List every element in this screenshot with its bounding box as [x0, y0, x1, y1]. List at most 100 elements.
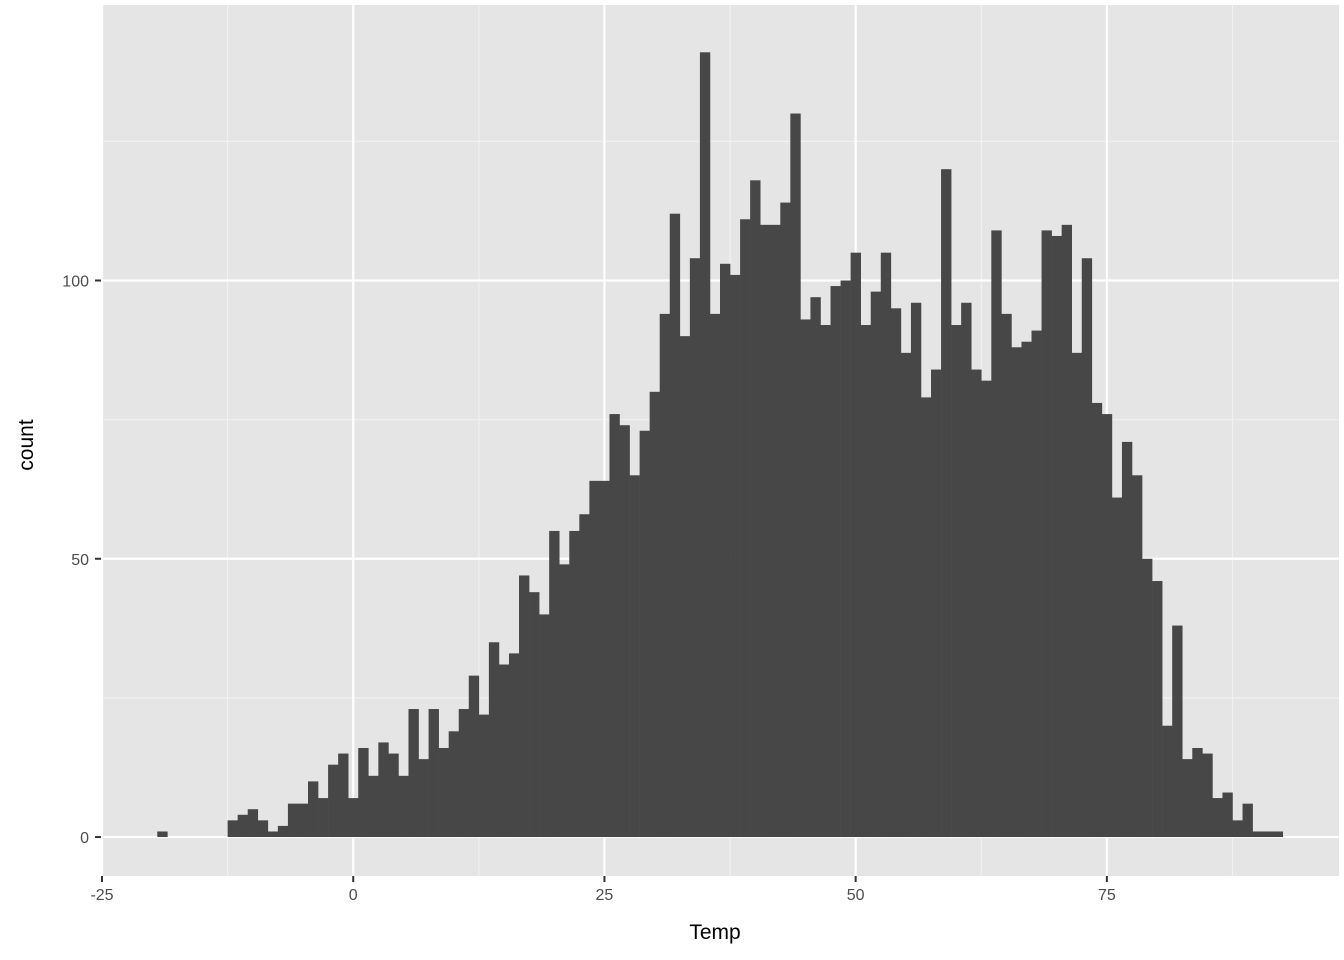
- histogram-bar: [287, 803, 299, 838]
- y-axis-title: count: [15, 419, 38, 471]
- histogram-bar: [1061, 224, 1073, 838]
- histogram-bar: [559, 564, 570, 838]
- histogram-bar: [257, 820, 269, 838]
- histogram-bar: [498, 664, 510, 838]
- histogram-bar: [961, 302, 972, 838]
- x-tick-label: 50: [847, 887, 865, 904]
- histogram-bar: [639, 430, 650, 838]
- histogram-bar: [730, 274, 741, 838]
- histogram-bar: [910, 302, 922, 838]
- histogram-bar: [790, 113, 801, 838]
- histogram-bar: [780, 202, 791, 838]
- histogram-bar: [1131, 475, 1143, 838]
- histogram-bar: [478, 714, 490, 838]
- histogram-bar: [629, 475, 640, 838]
- histogram-bar: [941, 169, 952, 838]
- histogram-bar: [1152, 581, 1163, 838]
- histogram-bar: [1212, 798, 1223, 838]
- histogram-bar: [599, 480, 610, 838]
- histogram-bar: [388, 753, 399, 838]
- histogram-bar: [318, 798, 329, 838]
- histogram-bar: [569, 530, 580, 838]
- histogram-bar: [267, 831, 279, 838]
- histogram-bar: [750, 180, 761, 838]
- histogram-bar: [1232, 820, 1243, 838]
- histogram-bar: [1031, 330, 1042, 838]
- histogram-bar: [920, 397, 932, 838]
- histogram-bar: [1172, 625, 1183, 838]
- histogram-bar: [529, 592, 540, 838]
- histogram-bar: [760, 224, 771, 838]
- histogram-bar: [348, 798, 359, 838]
- histogram-bar: [1041, 230, 1052, 838]
- histogram-bar: [619, 425, 630, 838]
- histogram-bar: [810, 297, 821, 838]
- histogram-bar: [1071, 352, 1083, 838]
- histogram-bar: [649, 391, 661, 838]
- x-tick-label: 75: [1098, 887, 1116, 904]
- x-tick-label: 0: [349, 887, 358, 904]
- histogram-bar: [428, 709, 439, 838]
- histogram-bar: [328, 764, 339, 838]
- histogram-bar: [539, 614, 550, 838]
- histogram-bar: [297, 803, 309, 838]
- histogram-bar: [800, 319, 811, 838]
- x-tick-label: -25: [90, 887, 113, 904]
- histogram-bar: [1242, 803, 1253, 838]
- histogram-bar: [900, 352, 912, 838]
- x-tick-label: 25: [596, 887, 614, 904]
- histogram-bar: [820, 325, 831, 838]
- histogram-bar: [830, 286, 841, 838]
- histogram-bar: [870, 291, 882, 838]
- y-tick-label: 100: [62, 273, 89, 290]
- y-tick-label: 50: [71, 552, 89, 569]
- histogram-bar: [277, 825, 289, 838]
- histogram-bar: [1021, 341, 1032, 838]
- histogram-bar: [358, 747, 369, 838]
- histogram-bar: [589, 480, 600, 838]
- histogram-bar: [368, 775, 379, 838]
- histogram-bar: [418, 759, 429, 838]
- histogram-bar: [408, 709, 419, 838]
- histogram-bar: [1001, 313, 1012, 838]
- histogram-bar: [398, 775, 409, 838]
- histogram-bar: [720, 263, 731, 838]
- histogram-bar: [378, 742, 389, 838]
- histogram-bar: [659, 313, 671, 838]
- histogram-bar: [1202, 753, 1213, 838]
- histogram-bar: [609, 414, 620, 838]
- histogram-bar: [1222, 792, 1233, 838]
- histogram-bar: [227, 820, 238, 838]
- histogram-bar: [991, 230, 1002, 838]
- histogram-bar: [1272, 831, 1284, 838]
- histogram-bar: [709, 313, 721, 838]
- histogram-bar: [1252, 831, 1263, 838]
- histogram-bar: [860, 325, 872, 838]
- axes: -25 0 25 50 75 0 50 100: [62, 273, 1116, 904]
- histogram-bar: [699, 52, 711, 838]
- histogram-bar: [740, 219, 751, 838]
- histogram-bar: [1101, 414, 1113, 838]
- histogram-bar: [890, 308, 902, 838]
- histogram-bar: [448, 731, 460, 838]
- histogram-bar: [1111, 497, 1123, 838]
- histogram-bar: [157, 831, 168, 838]
- histogram-bar: [579, 514, 590, 838]
- histogram-bar: [1142, 558, 1153, 838]
- x-axis-title: Temp: [689, 921, 740, 944]
- histogram-bar: [508, 653, 520, 838]
- histogram-bar: [669, 213, 681, 838]
- histogram-bar: [1081, 258, 1093, 838]
- histogram-bar: [1091, 402, 1103, 838]
- histogram-bar: [981, 380, 992, 838]
- histogram-bar: [308, 781, 319, 838]
- histogram-bar: [770, 224, 781, 838]
- histogram-bar: [519, 575, 530, 838]
- histogram-bar: [549, 530, 560, 838]
- histogram-bar: [971, 369, 982, 838]
- histogram-bar: [488, 642, 500, 838]
- histogram-bar: [880, 252, 892, 838]
- histogram-bar: [840, 280, 851, 838]
- histogram-bar: [1121, 441, 1133, 838]
